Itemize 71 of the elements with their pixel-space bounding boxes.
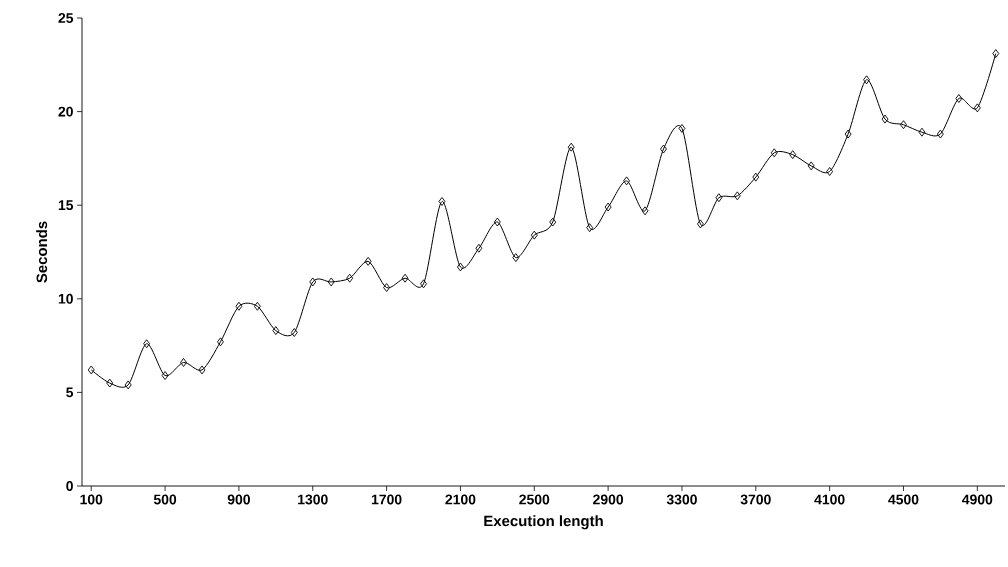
point	[346, 273, 354, 283]
y-tick-label: 25	[58, 13, 74, 23]
point	[807, 161, 815, 171]
point	[235, 301, 243, 311]
point	[87, 365, 95, 375]
point	[327, 277, 335, 287]
point	[973, 103, 981, 113]
y-tick-label: 20	[58, 106, 73, 117]
point	[161, 371, 169, 380]
point	[623, 176, 631, 186]
point	[955, 94, 963, 103]
point	[660, 144, 667, 154]
x-tick-label: 1300	[298, 494, 328, 505]
y-tick-label: 0	[66, 481, 73, 491]
x-tick-label: 4100	[814, 494, 845, 505]
x-tick-label: 4900	[962, 494, 993, 505]
point	[826, 167, 834, 176]
point	[696, 219, 704, 229]
point	[678, 124, 686, 133]
point	[992, 49, 1000, 59]
point	[567, 142, 575, 152]
point	[752, 172, 760, 182]
point	[530, 230, 538, 240]
point	[253, 301, 261, 311]
point	[438, 197, 446, 206]
x-tick-label: 3700	[740, 494, 771, 505]
x-tick-label: 2900	[593, 494, 624, 505]
point	[106, 378, 114, 388]
point	[586, 223, 594, 233]
point	[198, 365, 206, 375]
point	[290, 328, 298, 337]
point	[789, 150, 797, 160]
x-tick-label: 2500	[519, 494, 550, 505]
y-axis-title: Seconds	[36, 221, 48, 283]
y-tick-label: 5	[66, 387, 74, 398]
point	[863, 75, 871, 85]
point	[918, 127, 926, 137]
point	[143, 339, 151, 349]
point	[900, 120, 907, 130]
point	[493, 217, 501, 227]
point	[420, 279, 427, 289]
x-tick-label: 900	[227, 494, 250, 505]
x-tick-label: 3300	[666, 494, 697, 505]
x-tick-label: 500	[153, 494, 177, 505]
point	[715, 193, 723, 203]
point	[309, 277, 317, 287]
y-tick-label: 15	[58, 200, 74, 211]
point	[512, 253, 520, 263]
point	[456, 262, 464, 272]
point	[641, 206, 649, 216]
point	[383, 283, 391, 293]
point	[475, 243, 483, 253]
x-axis-title: Execution length	[484, 515, 603, 530]
point	[604, 202, 612, 212]
point	[844, 129, 852, 139]
point	[733, 191, 741, 201]
x-tick-label: 4500	[888, 494, 919, 505]
point	[124, 380, 132, 390]
point	[936, 129, 944, 139]
point	[180, 358, 187, 367]
x-tick-label: 100	[80, 494, 103, 505]
point	[217, 337, 224, 347]
point	[364, 256, 372, 266]
point	[401, 273, 409, 283]
x-tick-label: 2100	[445, 494, 476, 505]
x-tick-label: 1700	[371, 494, 402, 505]
y-tick-label: 10	[58, 293, 73, 304]
point	[881, 114, 889, 124]
point	[770, 148, 778, 158]
point	[549, 217, 557, 227]
point	[272, 326, 280, 336]
